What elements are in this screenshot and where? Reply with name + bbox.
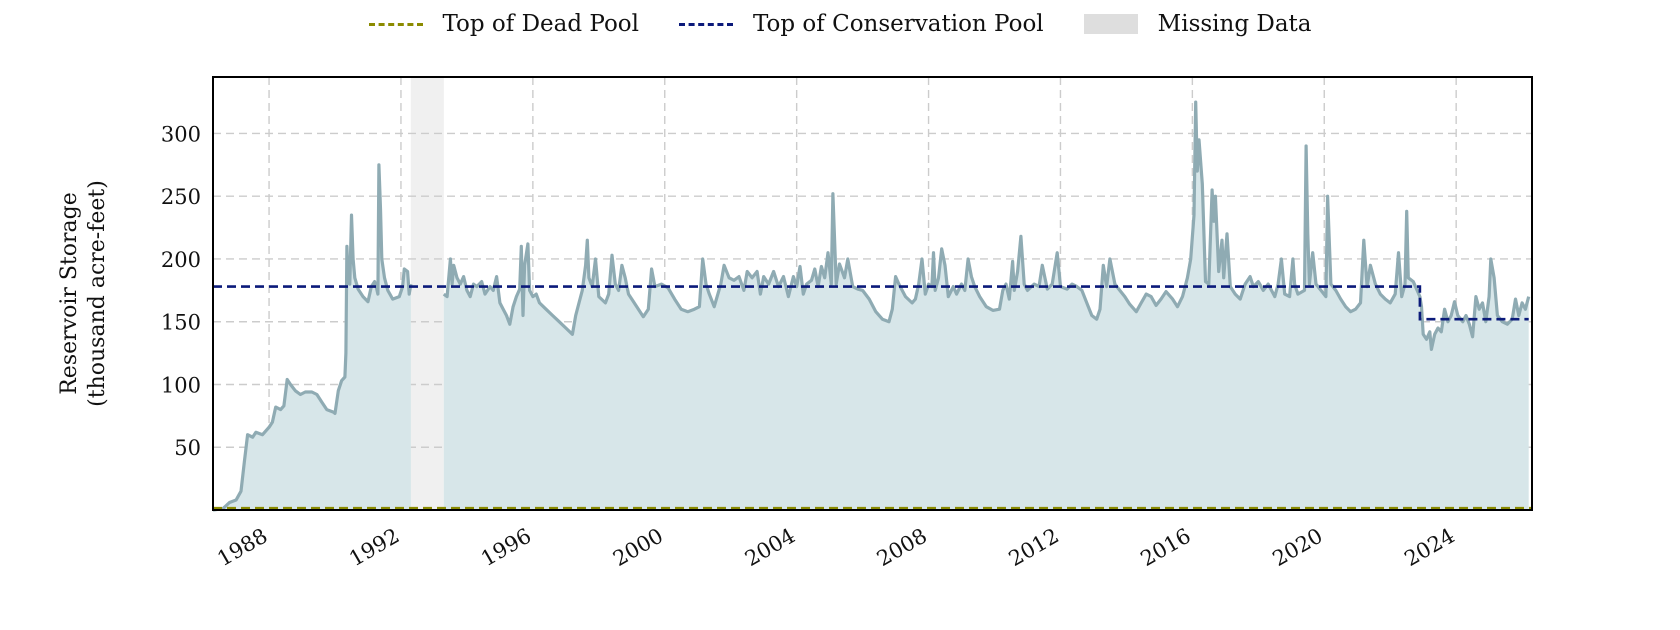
- x-tick-label: 2016: [1137, 524, 1195, 572]
- storage-area: [213, 102, 1529, 510]
- legend: Top of Dead Pool Top of Conservation Poo…: [0, 6, 1680, 42]
- legend-label-missing-data: Missing Data: [1157, 11, 1312, 37]
- missing-data-layer: [410, 77, 444, 510]
- y-axis-label: Reservoir Storage: [57, 192, 82, 395]
- x-tick-label: 1992: [345, 524, 403, 572]
- y-axis-ticks: 50 100 150 200 250 300: [161, 122, 201, 460]
- y-tick-label: 150: [161, 311, 201, 335]
- legend-item-dead-pool: Top of Dead Pool: [368, 11, 640, 37]
- storage-line: [212, 100, 1531, 512]
- legend-item-missing-data: Missing Data: [1083, 11, 1312, 37]
- missing-data-swatch: [1083, 14, 1138, 34]
- missing-data-band: [410, 77, 444, 510]
- plot-frame: [212, 76, 1533, 511]
- y-tick-label: 300: [161, 122, 201, 146]
- x-tick-label: 2008: [873, 524, 931, 572]
- x-tick-label: 2024: [1400, 524, 1458, 572]
- y-tick-label: 100: [161, 373, 201, 397]
- x-axis-ticks: 1988 1992 1996 2000 2004 2008 2012 2016 2020 2024: [213, 524, 1458, 572]
- y-axis-label-units: (thousand acre-feet): [85, 180, 110, 407]
- y-tick-label: 200: [161, 248, 201, 272]
- x-tick-label: 2020: [1268, 524, 1326, 572]
- x-tick-label: 2000: [609, 524, 667, 572]
- y-tick-label: 250: [161, 185, 201, 209]
- x-tick-label: 2012: [1005, 524, 1063, 572]
- legend-item-conservation-pool: Top of Conservation Pool: [679, 11, 1044, 37]
- conservation-pool-line: [213, 285, 1529, 321]
- legend-label-conservation-pool: Top of Conservation Pool: [753, 11, 1044, 37]
- x-tick-label: 1988: [213, 524, 271, 572]
- x-tick-label: 1996: [477, 524, 535, 572]
- conservation-pool-swatch: [679, 22, 733, 26]
- legend-label-dead-pool: Top of Dead Pool: [442, 11, 640, 37]
- dead-pool-swatch: [368, 22, 423, 26]
- x-tick-label: 2004: [741, 524, 799, 572]
- y-tick-label: 50: [174, 436, 201, 460]
